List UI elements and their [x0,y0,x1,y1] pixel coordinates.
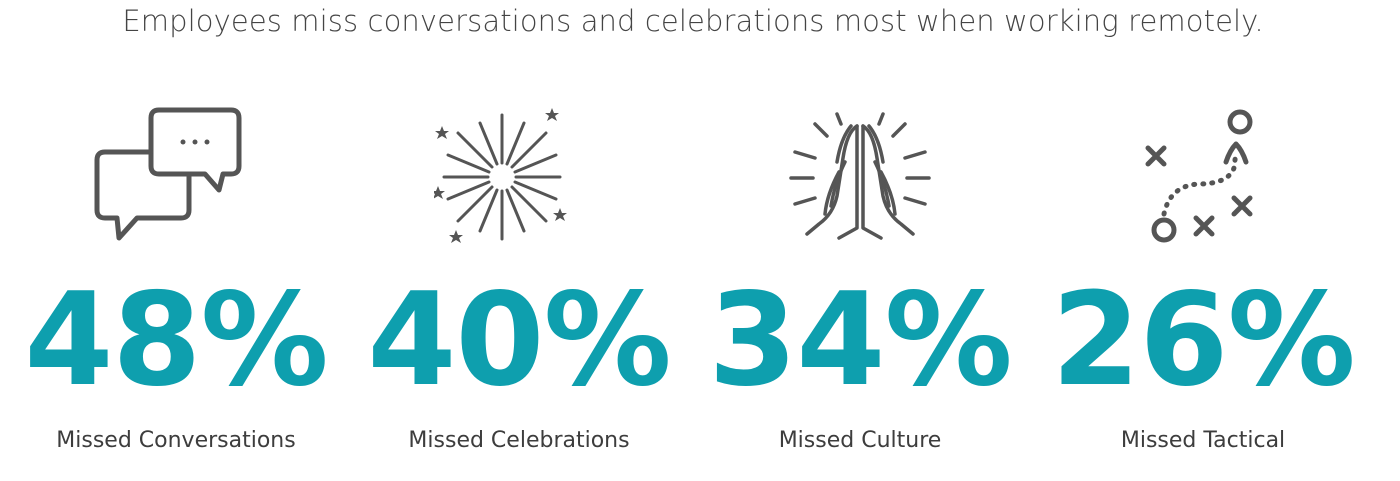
stat-card-tactical: 26% Missed Tactical [1033,0,1373,481]
praying-hands-icon [775,102,945,252]
page-title: Employees miss conversations and celebra… [122,4,1264,38]
stat-label: Missed Tactical [1120,428,1286,453]
fireworks-icon [434,102,604,252]
stat-value: 48% [24,266,328,415]
stat-card-celebrations: 40% Missed Celebrations [349,0,689,481]
chat-bubbles-icon [91,102,261,252]
stat-card-conversations: 48% Missed Conversations [6,0,346,481]
stat-value: 26% [1051,266,1355,415]
stat-label: Missed Celebrations [408,428,630,453]
stat-label: Missed Conversations [56,428,296,453]
stat-value: 40% [367,266,671,415]
tactical-play-icon [1118,102,1288,252]
stat-card-culture: 34% Missed Culture [690,0,1030,481]
stat-label: Missed Culture [778,428,942,453]
stat-value: 34% [708,266,1012,415]
